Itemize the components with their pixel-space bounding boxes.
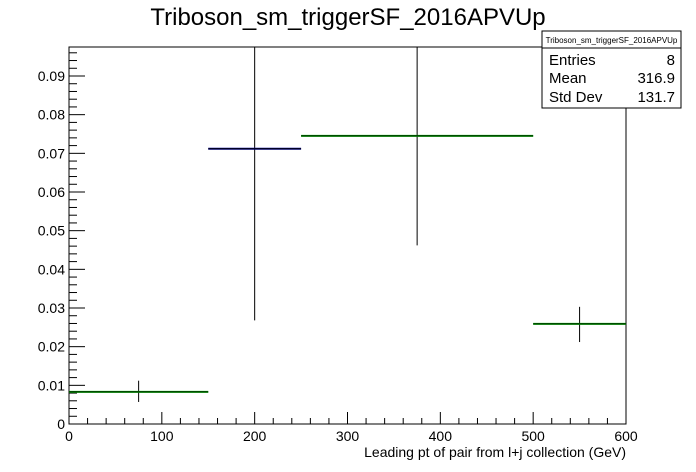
x-tick-label: 400 — [429, 428, 453, 444]
x-tick-label: 600 — [614, 428, 638, 444]
stats-entries-label: Entries — [549, 52, 596, 69]
stats-mean-value: 316.9 — [637, 70, 675, 87]
x-tick-label: 100 — [150, 428, 174, 444]
y-tick-label: 0.06 — [38, 184, 65, 200]
y-tick-label: 0.07 — [38, 145, 65, 161]
y-tick-label: 0.02 — [38, 339, 65, 355]
x-tick-label: 200 — [243, 428, 267, 444]
stats-box: Triboson_sm_triggerSF_2016APVUp Entries … — [541, 30, 682, 109]
x-axis: 0 100 200 300 400 500 600 — [65, 412, 638, 444]
chart-title: Triboson_sm_triggerSF_2016APVUp — [150, 4, 545, 31]
y-tick-label: 0 — [57, 416, 65, 432]
stats-mean-label: Mean — [549, 70, 587, 87]
histogram-bins — [69, 47, 626, 402]
stats-stddev-label: Std Dev — [549, 89, 603, 106]
stats-histogram-name: Triboson_sm_triggerSF_2016APVUp — [546, 36, 678, 45]
y-tick-label: 0.05 — [38, 223, 65, 239]
stats-entries-value: 8 — [667, 52, 675, 69]
stats-box-frame — [541, 30, 682, 109]
y-axis: 0 0.01 0.02 0.03 0.04 0.05 0.06 0.07 0.08 0.09 — [38, 52, 85, 432]
x-axis-title: Leading pt of pair from l+j collection (… — [364, 444, 626, 460]
y-tick-label: 0.03 — [38, 300, 65, 316]
x-tick-label: 300 — [336, 428, 360, 444]
y-tick-label: 0.08 — [38, 107, 65, 123]
x-tick-label: 500 — [521, 428, 545, 444]
y-tick-label: 0.01 — [38, 377, 65, 393]
stats-stddev-value: 131.7 — [637, 89, 675, 106]
y-tick-label: 0.09 — [38, 68, 65, 84]
x-tick-label: 0 — [65, 428, 73, 444]
y-tick-label: 0.04 — [38, 261, 65, 277]
